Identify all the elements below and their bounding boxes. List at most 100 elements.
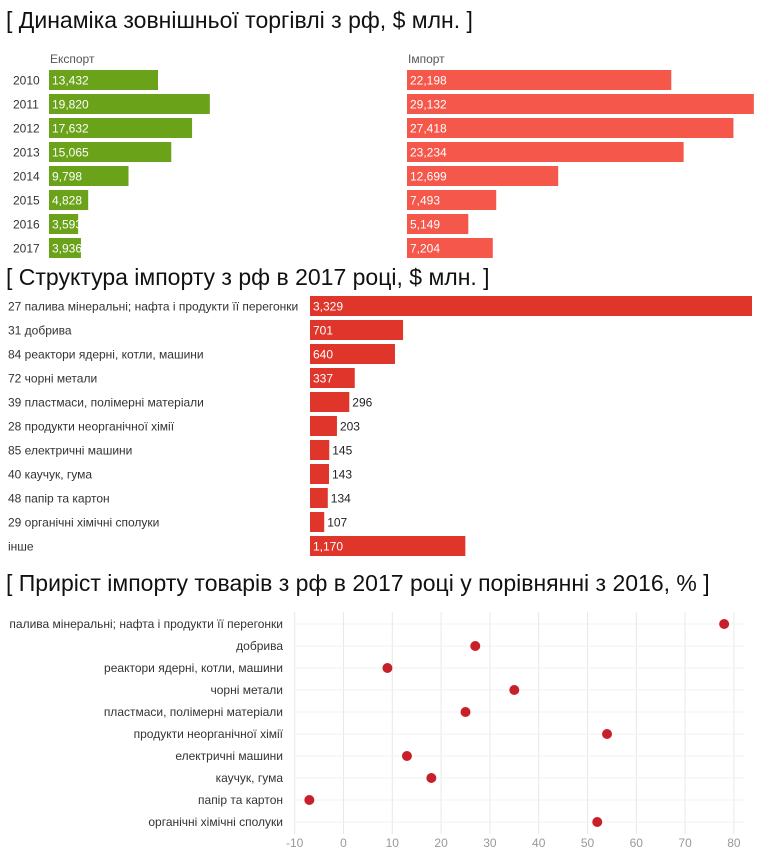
growth-dot	[602, 729, 613, 739]
category-label: 48 папір та картон	[8, 492, 110, 506]
x-tick-label: 10	[386, 836, 400, 850]
category-label: 39 пластмаси, полімерні матеріали	[8, 396, 204, 410]
year-label: 2010	[13, 74, 40, 88]
import-bar	[310, 296, 752, 316]
category-label: 84 реактори ядерні, котли, машини	[8, 348, 204, 362]
category-label: чорні метали	[211, 683, 284, 697]
category-label: папір та картон	[198, 793, 283, 807]
import-bar	[310, 536, 466, 556]
export-value-label: 15,065	[52, 146, 89, 160]
import-bar	[310, 440, 330, 460]
import-bar	[310, 464, 329, 484]
x-tick-label: 40	[532, 836, 546, 850]
import-bar	[310, 320, 404, 340]
year-label: 2017	[13, 242, 40, 256]
x-tick-label: -10	[286, 836, 304, 850]
export-bar	[49, 70, 159, 90]
x-tick-label: 30	[483, 836, 497, 850]
export-bar	[49, 166, 129, 186]
export-bar	[49, 94, 210, 114]
chart1-title: [ Динаміка зовнішньої торгівлі з рф, $ м…	[6, 7, 473, 33]
import-value-label: 5,149	[410, 218, 440, 232]
category-label: реактори ядерні, котли, машини	[104, 661, 283, 675]
category-label: 31 добрива	[8, 324, 72, 338]
export-series-name: Експорт	[50, 52, 95, 66]
category-label: 29 органічні хімічні сполуки	[8, 516, 159, 530]
value-label: 143	[332, 468, 352, 482]
x-tick-label: 60	[630, 836, 644, 850]
growth-dot	[719, 619, 730, 629]
import-value-label: 23,234	[410, 146, 447, 160]
x-tick-label: 50	[581, 836, 595, 850]
x-tick-label: 0	[340, 836, 347, 850]
import-bar	[310, 416, 337, 436]
export-value-label: 4,828	[52, 194, 82, 208]
import-structure-chart: 27 палива мінеральні; нафта і продукти ї…	[8, 296, 752, 556]
category-label: добрива	[236, 639, 283, 653]
export-value-label: 3,936	[52, 242, 82, 256]
trade-dynamics-chart: Експорт 13,432 19,820 17,632 15,065 9,798 4,82…	[13, 52, 754, 258]
category-label: продукти неорганічної хімії	[134, 727, 284, 741]
import-bar	[407, 214, 469, 234]
x-tick-label: 80	[727, 836, 741, 850]
import-bar	[310, 392, 350, 412]
export-value-label: 3,593	[52, 218, 82, 232]
import-series-name: Імпорт	[408, 52, 445, 66]
year-label: 2011	[13, 98, 39, 112]
import-bar	[407, 142, 684, 162]
value-label: 337	[313, 372, 333, 386]
export-bar	[49, 214, 79, 234]
import-bar	[407, 238, 493, 258]
import-value-label: 7,204	[410, 242, 440, 256]
import-bar	[407, 166, 559, 186]
value-label: 107	[327, 516, 347, 530]
import-bar	[310, 344, 395, 364]
import-bar	[407, 118, 734, 138]
category-label: 28 продукти неорганічної хімії	[8, 420, 175, 434]
import-bar	[407, 70, 672, 90]
import-value-label: 29,132	[410, 98, 447, 112]
year-label: 2016	[13, 218, 40, 232]
chart3-title: [ Приріст імпорту товарів з рф в 2017 ро…	[6, 570, 710, 596]
growth-dot	[382, 663, 393, 673]
value-label: 134	[331, 492, 351, 506]
category-label: органічні хімічні сполуки	[148, 815, 283, 829]
import-bar	[310, 488, 328, 508]
year-label: 2015	[13, 194, 40, 208]
import-value-label: 22,198	[410, 74, 447, 88]
growth-dot	[470, 641, 481, 651]
x-tick-label: 20	[434, 836, 448, 850]
growth-dot	[304, 795, 315, 805]
category-label: каучук, гума	[216, 771, 284, 785]
import-bar	[407, 94, 754, 114]
import-growth-chart: -10 0 10 20 30 40 50 60 70 80 палива мінеральні; н…	[9, 612, 744, 850]
year-label: 2012	[13, 122, 40, 136]
export-bar	[49, 142, 172, 162]
category-label: 27 палива мінеральні; нафта і продукти ї…	[8, 300, 298, 314]
import-value-label: 7,493	[410, 194, 440, 208]
import-value-label: 27,418	[410, 122, 447, 136]
export-bar	[49, 190, 89, 210]
category-label: 85 електричні машини	[8, 444, 132, 458]
import-bar	[310, 512, 325, 532]
export-value-label: 13,432	[52, 74, 89, 88]
import-bar	[407, 190, 497, 210]
category-label: електричні машини	[175, 749, 283, 763]
value-label: 145	[332, 444, 352, 458]
year-label: 2014	[13, 170, 40, 184]
value-label: 203	[340, 420, 360, 434]
category-label: пластмаси, полімерні матеріали	[104, 705, 283, 719]
growth-dot	[592, 817, 603, 827]
year-label: 2013	[13, 146, 40, 160]
chart2-title: [ Структура імпорту з рф в 2017 році, $ …	[6, 264, 490, 290]
export-value-label: 9,798	[52, 170, 82, 184]
category-label: палива мінеральні; нафта і продукти її п…	[9, 617, 283, 631]
growth-dot	[460, 707, 471, 717]
category-label: інше	[8, 540, 34, 554]
growth-dot	[426, 773, 437, 783]
export-value-label: 17,632	[52, 122, 89, 136]
export-bar	[49, 118, 193, 138]
value-label: 3,329	[313, 300, 343, 314]
category-label: 72 чорні метали	[8, 372, 97, 386]
x-tick-label: 70	[678, 836, 692, 850]
